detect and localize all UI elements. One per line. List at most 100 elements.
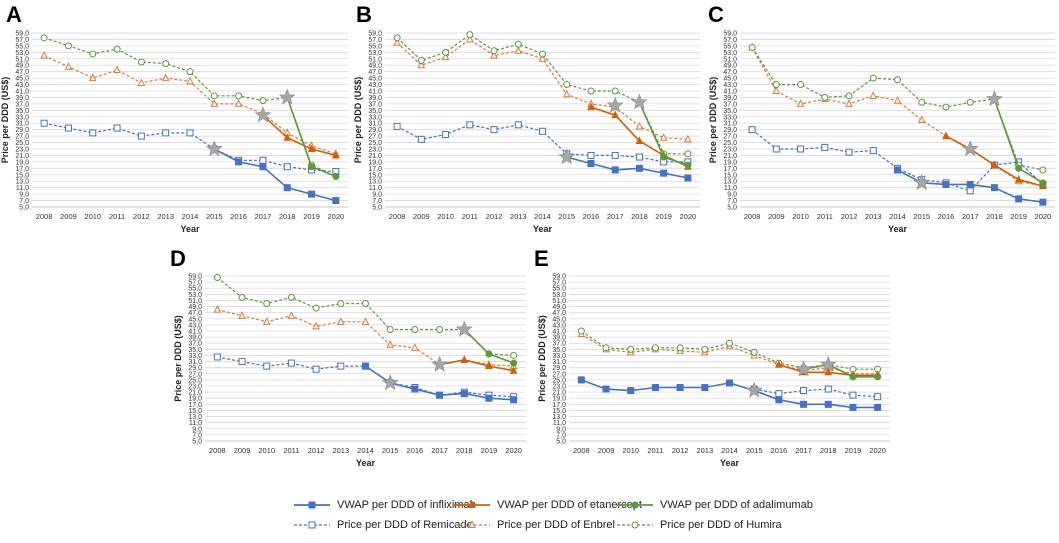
data-point (40, 50, 48, 59)
y-tick-label: 43,0 (368, 82, 382, 89)
series-price-per-ddd-of-humira (213, 274, 518, 359)
y-tick-label: 37,0 (188, 341, 202, 348)
y-tick-label: 39,0 (188, 335, 202, 342)
data-point (411, 343, 419, 351)
series-line (566, 156, 689, 179)
star-marker (795, 360, 813, 377)
y-tick-label: 5,0 (556, 439, 566, 446)
y-tick-label: 47,0 (723, 69, 737, 76)
y-tick-label: 41,0 (188, 329, 202, 336)
data-point (821, 143, 829, 151)
legend-swatch (617, 501, 653, 509)
data-point (1015, 164, 1023, 172)
legend-label: VWAP per DDD of infliximab (337, 499, 476, 511)
y-tick-label: 7,0 (372, 198, 382, 205)
star-marker (961, 140, 979, 157)
y-tick-label: 45,0 (188, 316, 202, 323)
x-tick-label: 2008 (36, 212, 53, 221)
y-tick-label: 37,0 (368, 101, 382, 108)
y-tick-label: 59,0 (368, 31, 382, 38)
data-point (577, 327, 585, 335)
data-point (64, 62, 73, 70)
x-tick-label: 2012 (133, 212, 150, 221)
x-tick-label: 2020 (328, 212, 345, 221)
y-tick-label: 33,0 (552, 353, 566, 360)
data-point (1015, 195, 1023, 203)
y-tick-label: 17,0 (188, 402, 202, 409)
legend-swatch (294, 521, 330, 529)
legend-item: Price per DDD of Humira (616, 519, 782, 531)
data-point (800, 387, 808, 395)
data-point (775, 390, 783, 398)
series-line (213, 148, 337, 202)
y-tick-label: 37,0 (552, 341, 566, 348)
y-tick-label: 35,0 (188, 347, 202, 354)
y-tick-label: 29,0 (552, 365, 566, 372)
data-point (213, 304, 222, 313)
legend-item: Price per DDD of Enbrel (453, 519, 615, 531)
y-tick-label: 47,0 (188, 310, 202, 317)
y-tick-label: 21,0 (188, 390, 202, 397)
data-point (849, 373, 857, 381)
y-tick-label: 5,0 (192, 439, 202, 446)
series-vwap-per-ddd-of-infliximab (563, 153, 692, 182)
data-point (1039, 166, 1047, 174)
data-point (587, 102, 595, 111)
legend-label: VWAP per DDD of etanercept (497, 499, 642, 511)
y-tick-label: 5,0 (727, 205, 737, 212)
y-tick-label: 15,0 (552, 408, 566, 415)
x-tick-label: 2016 (230, 212, 247, 221)
legend-marker (631, 521, 639, 529)
star-marker (278, 88, 296, 105)
data-point (442, 131, 450, 138)
x-tick-label: 2014 (182, 212, 199, 221)
data-point (797, 81, 805, 89)
x-tick-label: 2009 (768, 212, 785, 221)
data-point (336, 317, 345, 325)
y-tick-label: 33,0 (723, 114, 737, 121)
x-tick-label: 2010 (258, 446, 275, 455)
y-tick-label: 59,0 (15, 31, 29, 38)
data-point (263, 362, 271, 370)
y-tick-label: 39,0 (552, 335, 566, 342)
data-point (509, 366, 518, 374)
y-tick-label: 37,0 (15, 101, 29, 108)
data-point (772, 81, 780, 89)
data-point (411, 325, 419, 333)
data-point (113, 124, 121, 132)
x-tick-label: 2018 (279, 212, 296, 221)
x-tick-label: 2017 (431, 446, 448, 455)
data-point (796, 99, 805, 107)
star-marker (913, 173, 931, 190)
y-tick-label: 33,0 (368, 114, 382, 121)
y-tick-label: 21,0 (15, 153, 29, 160)
data-point (436, 391, 444, 399)
data-point (308, 190, 316, 198)
y-axis-title: Price per DDD (US$) (708, 77, 718, 164)
x-tick-label: 2015 (558, 212, 575, 221)
y-tick-label: 49,0 (552, 304, 566, 311)
y-tick-label: 9,0 (192, 426, 202, 433)
data-point (234, 99, 243, 107)
y-tick-label: 31,0 (723, 121, 737, 128)
data-point (262, 317, 271, 325)
y-tick-label: 45,0 (723, 76, 737, 83)
data-point (210, 92, 218, 100)
y-tick-label: 15,0 (188, 408, 202, 415)
x-tick-label: 2015 (913, 212, 930, 221)
legend-marker (308, 501, 316, 509)
y-tick-label: 25,0 (723, 140, 737, 147)
data-point (611, 166, 619, 174)
data-point (701, 345, 709, 353)
data-point (845, 148, 853, 156)
data-point (635, 164, 643, 172)
panel-letter-c: C (708, 2, 724, 27)
y-tick-label: 25,0 (15, 140, 29, 147)
y-tick-label: 13,0 (15, 179, 29, 186)
y-tick-label: 43,0 (723, 82, 737, 89)
data-point (893, 96, 902, 104)
data-point (238, 311, 246, 319)
x-tick-label: 2014 (721, 446, 738, 455)
x-tick-label: 2013 (332, 446, 349, 455)
